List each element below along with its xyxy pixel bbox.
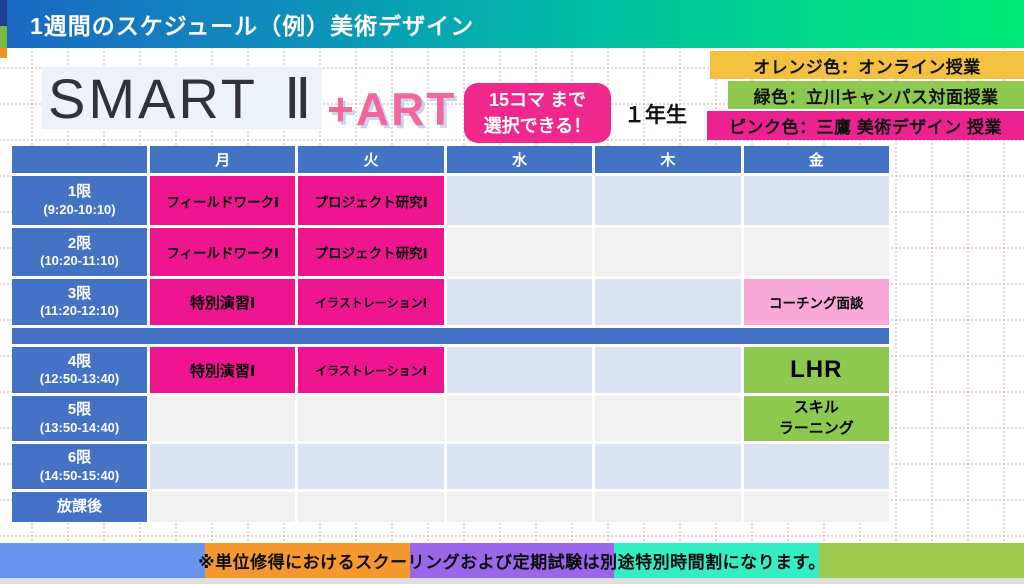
day-header-mon: 月 [150, 146, 296, 173]
empty-cell [743, 444, 889, 489]
class-cell-seminar-mon3: 特別演習Ⅰ [150, 279, 296, 325]
weekly-timetable: 月 火 水 木 金 1限 (9:20-10:10) フィールドワークⅠ プロジェ… [12, 146, 889, 522]
capacity-badge: 15コマ まで 選択できる！ [464, 83, 611, 143]
footer-segment-blue [0, 543, 205, 578]
empty-cell [446, 492, 593, 522]
period-label: 5限 [67, 401, 92, 418]
lunch-separator-band [12, 328, 889, 344]
color-legend: オレンジ色：オンライン授業 緑色：立川キャンパス対面授業 ピンク色：三鷹 美術デ… [707, 51, 1024, 140]
period-time: (10:20-11:10) [40, 253, 119, 269]
empty-cell [595, 228, 741, 276]
badge-line1: 15コマ まで [488, 90, 587, 110]
empty-cell [743, 228, 889, 276]
class-cell-fieldwork-mon1: フィールドワークⅠ [150, 176, 296, 225]
empty-cell [595, 347, 741, 393]
day-header-fri: 金 [743, 146, 889, 173]
empty-cell [595, 279, 741, 325]
empty-cell [150, 492, 296, 522]
empty-cell [595, 396, 741, 441]
title-banner: 1週間のスケジュール（例）美術デザイン [0, 0, 1024, 48]
empty-cell [446, 347, 593, 393]
page-title: 1週間のスケジュール（例）美術デザイン [30, 13, 475, 39]
legend-item-tachikawa-campus: 緑色：立川キャンパス対面授業 [728, 81, 1024, 109]
bottom-edge-strip [0, 578, 1024, 584]
period-label: 放課後 [56, 497, 102, 515]
logo-smart-text: SMART [48, 67, 258, 130]
day-header-tue: 火 [298, 146, 444, 173]
period-cell-4: 4限 (12:50-13:40) [12, 347, 147, 393]
footer-note: ※単位修得におけるスクーリングおよび定期試験は別途特別時間割になります。 [198, 553, 826, 572]
class-cell-illustration-tue4: イラストレーションⅠ [298, 347, 444, 393]
empty-cell [298, 492, 444, 522]
period-time: (9:20-10:10) [43, 201, 116, 217]
class-cell-fieldwork-mon2: フィールドワークⅠ [150, 228, 296, 276]
period-label: 2限 [67, 234, 92, 252]
empty-cell [298, 444, 444, 489]
strip-green-segment [0, 26, 7, 48]
grade-label: １年生 [624, 104, 687, 127]
logo-roman-numeral: Ⅱ [284, 67, 312, 130]
period-cell-6: 6限 (14:50-15:40) [12, 444, 147, 489]
day-header-wed: 水 [446, 146, 593, 173]
class-cell-project-tue2: プロジェクト研究Ⅰ [298, 228, 444, 276]
strip-navy-segment [0, 0, 7, 26]
period-cell-afterschool: 放課後 [12, 492, 147, 522]
footer-segment-green [819, 543, 1024, 578]
empty-cell [298, 396, 444, 441]
period-label: 6限 [67, 449, 92, 466]
class-cell-project-tue1: プロジェクト研究Ⅰ [298, 176, 444, 225]
period-cell-2: 2限 (10:20-11:10) [12, 228, 147, 276]
empty-cell [150, 396, 296, 441]
empty-cell [446, 228, 593, 276]
corner-color-strip [0, 0, 7, 58]
footer-color-band [0, 543, 1024, 578]
corner-header-cell [12, 146, 147, 173]
empty-cell [446, 279, 593, 325]
period-time: (13:50-14:40) [39, 419, 120, 435]
period-cell-1: 1限 (9:20-10:10) [12, 176, 147, 225]
logo-plus-art-text: +ART [327, 83, 457, 135]
period-time: (14:50-15:40) [39, 467, 120, 483]
period-label: 4限 [67, 352, 92, 370]
class-cell-seminar-mon4: 特別演習Ⅰ [150, 347, 296, 393]
period-cell-5: 5限 (13:50-14:40) [12, 396, 147, 441]
period-time: (11:20-12:10) [40, 303, 119, 319]
empty-cell [595, 176, 741, 225]
legend-item-mitaka-art: ピンク色：三鷹 美術デザイン 授業 [707, 111, 1024, 140]
badge-line2: 選択できる！ [483, 116, 592, 136]
class-cell-skill-learning-fri5: スキル ラーニング [743, 396, 889, 441]
day-header-thu: 木 [595, 146, 741, 173]
empty-cell [446, 396, 593, 441]
period-label: 3限 [67, 284, 92, 302]
footer-segment-orange [204, 543, 410, 578]
empty-cell [743, 176, 889, 225]
legend-item-online: オレンジ色：オンライン授業 [710, 51, 1024, 79]
class-cell-coaching-fri3: コーチング面談 [743, 279, 889, 325]
period-time: (12:50-13:40) [39, 371, 120, 387]
class-cell-illustration-tue3: イラストレーションⅠ [298, 279, 444, 325]
strip-orange-segment [0, 48, 7, 58]
period-cell-3: 3限 (11:20-12:10) [12, 279, 147, 325]
class-cell-lhr-fri4: LHR [743, 347, 889, 393]
footer-segment-purple [409, 543, 615, 578]
logo-background-panel [42, 67, 322, 129]
empty-cell [595, 444, 741, 489]
empty-cell [595, 492, 741, 522]
empty-cell [446, 176, 593, 225]
footer-segment-turquoise [614, 543, 820, 578]
empty-cell [446, 444, 593, 489]
empty-cell [150, 444, 296, 489]
period-label: 1限 [67, 183, 92, 200]
empty-cell [743, 492, 889, 522]
